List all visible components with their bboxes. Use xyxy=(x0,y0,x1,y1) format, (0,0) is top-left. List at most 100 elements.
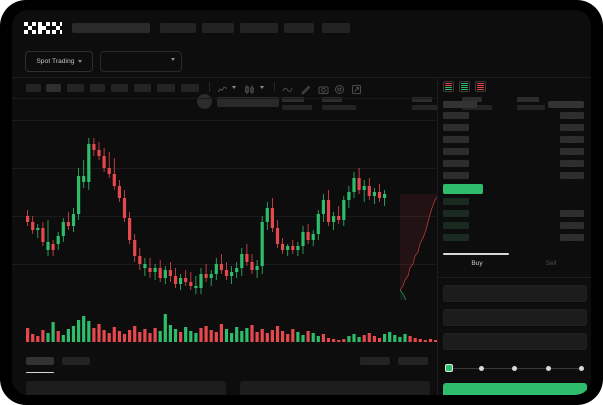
chevron-down-icon[interactable] xyxy=(260,86,264,89)
orderbook[interactable] xyxy=(438,99,591,252)
active-tab-underline xyxy=(26,372,54,374)
ob-ask-qty xyxy=(560,160,584,167)
mode-bar xyxy=(477,89,484,90)
action-hide-other-pairs[interactable] xyxy=(360,357,390,365)
ob-ask-row[interactable] xyxy=(443,160,469,167)
market-type-label: Spot Trading xyxy=(36,58,75,65)
stat-24h-low-value xyxy=(462,105,492,110)
ob-ask-qty xyxy=(560,148,584,155)
price-chart[interactable] xyxy=(12,98,437,300)
field-order-type[interactable] xyxy=(443,285,587,302)
ob-bid-qty xyxy=(560,234,584,241)
stat-24h-high xyxy=(412,97,452,110)
stat-24h-low xyxy=(462,97,502,110)
tf-5m[interactable] xyxy=(46,84,61,92)
field-amount[interactable] xyxy=(443,333,587,350)
ob-mode-both[interactable] xyxy=(443,81,454,92)
ob-header-qty xyxy=(548,101,584,108)
panel-assets[interactable] xyxy=(26,381,226,395)
tf-more[interactable] xyxy=(181,84,199,92)
tf-1m[interactable] xyxy=(26,84,41,92)
app-screen: Spot Trading xyxy=(12,10,591,395)
okx-logo[interactable] xyxy=(24,22,62,34)
orderbook-and-form-column: Buy Sell xyxy=(437,77,591,395)
submit-order-button[interactable] xyxy=(443,383,587,395)
slider-step-75[interactable] xyxy=(545,365,551,371)
ob-ask-row[interactable] xyxy=(443,136,469,143)
mode-bar xyxy=(445,87,452,88)
order-form-tabs: Buy Sell xyxy=(438,253,591,278)
stat-last-price-value xyxy=(282,105,312,110)
ob-ask-row[interactable] xyxy=(443,148,469,155)
toolbar-divider xyxy=(209,82,210,92)
tab-open-orders[interactable] xyxy=(26,357,54,365)
market-subheader: Spot Trading xyxy=(12,45,591,110)
stat-24h-volume-label xyxy=(517,97,539,102)
ob-mode-bids[interactable] xyxy=(459,81,470,92)
ob-header-price xyxy=(443,101,477,108)
mode-bar xyxy=(445,83,452,84)
pair-name-placeholder xyxy=(217,97,279,107)
tf-1d[interactable] xyxy=(134,84,151,92)
nav-item-4[interactable] xyxy=(284,23,314,33)
mode-bar xyxy=(461,83,468,84)
trading-pair-select[interactable] xyxy=(100,51,182,72)
settings-gear-icon[interactable] xyxy=(334,82,345,94)
nav-item-1[interactable] xyxy=(160,23,196,33)
ob-bid-qty xyxy=(560,222,584,229)
bottom-tabs xyxy=(12,353,437,375)
slider-step-25[interactable] xyxy=(478,365,484,371)
tab-buy[interactable]: Buy xyxy=(471,260,483,267)
field-price[interactable] xyxy=(443,309,587,326)
drawing-pencil-icon[interactable] xyxy=(300,82,311,95)
panel-orders[interactable] xyxy=(240,381,430,395)
line-tool-icon[interactable] xyxy=(282,82,293,93)
chevron-down-icon xyxy=(77,60,82,63)
ob-bid-row[interactable] xyxy=(443,234,469,241)
action-cancel-all[interactable] xyxy=(398,357,428,365)
tab-order-history[interactable] xyxy=(62,357,90,365)
market-type-selector[interactable]: Spot Trading xyxy=(25,51,93,72)
gridline-1 xyxy=(12,168,437,169)
stat-last-price-label xyxy=(282,97,304,102)
ob-bid-row[interactable] xyxy=(443,222,469,229)
stat-24h-change-value xyxy=(322,105,356,110)
fullscreen-icon[interactable] xyxy=(351,82,362,94)
tf-15m[interactable] xyxy=(67,84,84,92)
ob-mode-asks[interactable] xyxy=(475,81,486,92)
stat-24h-change-label xyxy=(322,97,342,102)
ob-ask-row[interactable] xyxy=(443,172,469,179)
slider-step-50[interactable] xyxy=(512,365,517,371)
slider-handle[interactable] xyxy=(445,364,453,372)
tf-4h[interactable] xyxy=(111,84,128,92)
ob-ask-row[interactable] xyxy=(443,112,469,119)
nav-item-2[interactable] xyxy=(202,23,234,33)
ob-bid-row[interactable] xyxy=(443,198,469,205)
chevron-down-icon[interactable] xyxy=(232,86,236,89)
tf-1h[interactable] xyxy=(90,84,105,92)
nav-item-5[interactable] xyxy=(322,23,350,33)
mode-bar xyxy=(461,87,468,88)
chart-type-icon[interactable] xyxy=(244,82,255,94)
stat-24h-change xyxy=(322,97,362,110)
stat-24h-low-label xyxy=(462,97,482,102)
ob-ask-row[interactable] xyxy=(443,124,469,131)
tf-1w[interactable] xyxy=(157,84,175,92)
nav-item-3[interactable] xyxy=(240,23,278,33)
percent-slider[interactable] xyxy=(445,363,585,373)
candlestick-series xyxy=(26,138,387,294)
slider-step-100[interactable] xyxy=(579,365,584,371)
chart-toolbar xyxy=(12,77,437,99)
stat-last-price xyxy=(282,97,322,110)
tab-sell[interactable]: Sell xyxy=(545,260,557,267)
gridline-3 xyxy=(12,264,437,265)
stat-24h-high-value xyxy=(412,105,438,110)
ob-ask-qty xyxy=(560,172,584,179)
ob-bid-row[interactable] xyxy=(443,210,469,217)
stat-24h-volume xyxy=(517,97,557,110)
indicator-icon[interactable] xyxy=(217,82,228,93)
camera-icon[interactable] xyxy=(318,82,329,94)
nav-search-placeholder[interactable] xyxy=(72,23,150,33)
active-order-tab-underline xyxy=(443,253,509,255)
ob-ask-qty xyxy=(560,112,584,119)
